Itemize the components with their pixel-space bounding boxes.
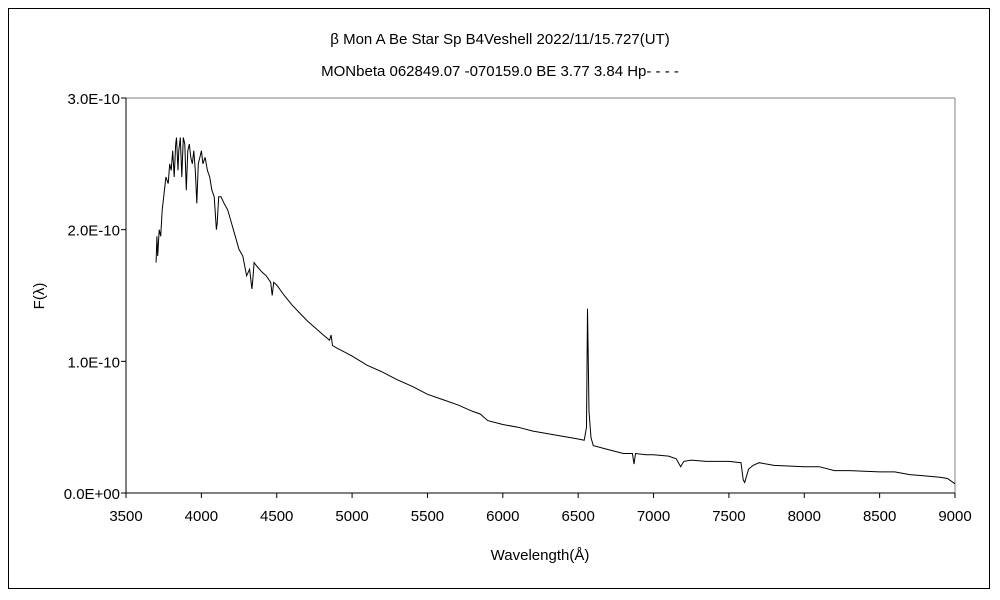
- x-tick-label: 5000: [335, 508, 368, 525]
- y-tick-label: 1.0E-10: [67, 354, 120, 371]
- x-tick-label: 6500: [561, 508, 594, 525]
- x-tick-label: 4500: [260, 508, 293, 525]
- y-tick-label: 3.0E-10: [67, 91, 120, 108]
- chart-frame: [8, 8, 990, 589]
- y-tick-label: 2.0E-10: [67, 223, 120, 240]
- x-tick-label: 3500: [109, 508, 142, 525]
- y-axis-label: F(λ): [31, 283, 48, 310]
- x-tick-label: 9000: [938, 508, 971, 525]
- x-axis-label: Wavelength(Å): [491, 547, 590, 564]
- x-tick-label: 8000: [788, 508, 821, 525]
- y-tick-label: 0.0E+00: [64, 486, 120, 503]
- x-tick-label: 4000: [185, 508, 218, 525]
- x-tick-label: 7000: [637, 508, 670, 525]
- spectrum-line: [155, 137, 956, 485]
- chart-title: β Mon A Be Star Sp B4Veshell 2022/11/15.…: [330, 31, 669, 48]
- x-tick-label: 7500: [712, 508, 745, 525]
- x-tick-label: 5500: [411, 508, 444, 525]
- x-tick-label: 8500: [863, 508, 896, 525]
- chart-subtitle: MONbeta 062849.07 -070159.0 BE 3.77 3.84…: [321, 63, 679, 80]
- x-tick-label: 6000: [486, 508, 519, 525]
